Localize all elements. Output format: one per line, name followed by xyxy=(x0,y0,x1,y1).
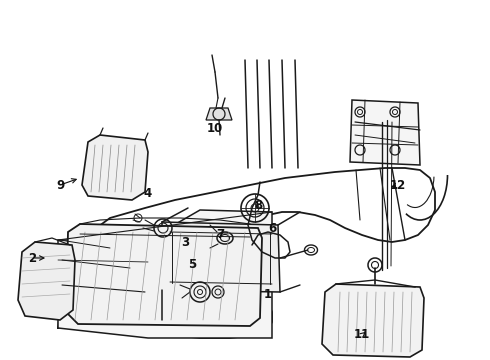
Text: 10: 10 xyxy=(207,122,223,135)
Text: 11: 11 xyxy=(354,328,370,342)
Polygon shape xyxy=(18,242,75,320)
Polygon shape xyxy=(66,224,262,326)
Polygon shape xyxy=(82,135,148,200)
Text: 12: 12 xyxy=(390,179,406,192)
Text: 8: 8 xyxy=(254,198,262,212)
Text: 6: 6 xyxy=(268,221,276,234)
Text: 1: 1 xyxy=(264,288,272,302)
Polygon shape xyxy=(58,210,272,338)
Text: 9: 9 xyxy=(56,179,64,192)
Text: 7: 7 xyxy=(216,229,224,242)
Polygon shape xyxy=(322,284,424,357)
Polygon shape xyxy=(350,100,420,165)
Text: 5: 5 xyxy=(188,258,196,271)
Text: 4: 4 xyxy=(144,186,152,199)
Text: 2: 2 xyxy=(28,252,36,265)
Text: 3: 3 xyxy=(181,237,189,249)
Polygon shape xyxy=(206,108,232,120)
Polygon shape xyxy=(162,222,280,292)
